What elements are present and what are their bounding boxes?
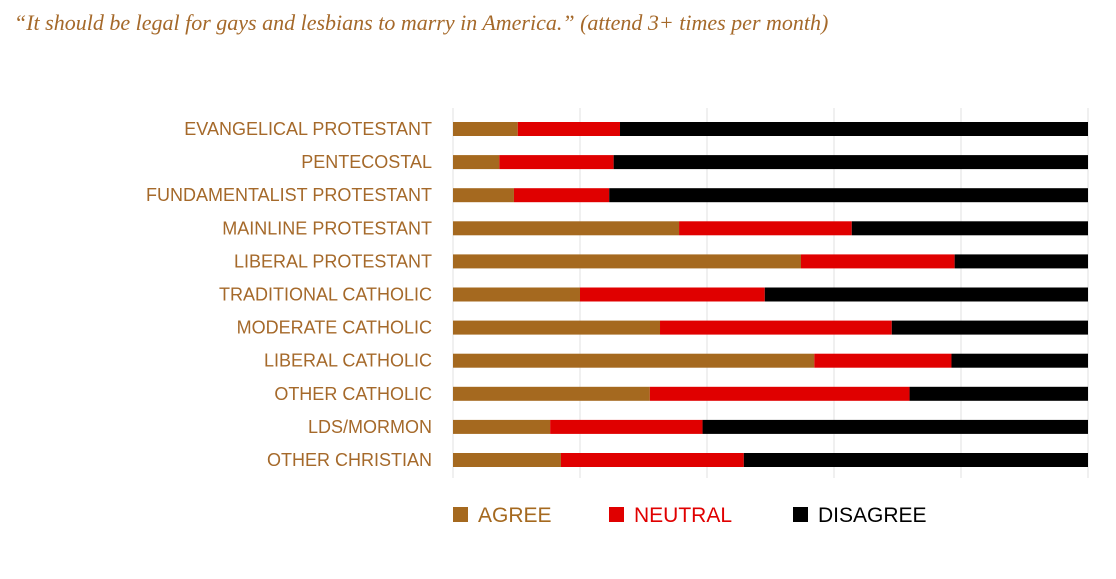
bar-segment-disagree [851, 221, 1088, 236]
category-label: LIBERAL CATHOLIC [264, 351, 432, 371]
bar-segment-agree [453, 155, 500, 170]
bar-segment-neutral [649, 386, 910, 401]
category-label: LDS/MORMON [308, 417, 432, 437]
bar-segment-neutral [517, 122, 621, 136]
legend-label-disagree: DISAGREE [818, 504, 927, 527]
bar-segment-neutral [550, 419, 703, 434]
bar-segment-neutral [814, 353, 952, 368]
bar-segment-neutral [660, 320, 892, 335]
category-label: MAINLINE PROTESTANT [222, 218, 432, 238]
bar-segment-neutral [499, 155, 614, 170]
category-label: TRADITIONAL CATHOLIC [219, 285, 432, 305]
bar-segment-disagree [951, 353, 1088, 368]
bar-segment-neutral [513, 188, 610, 203]
legend: AGREE NEUTRAL DISAGREE [453, 504, 927, 527]
bar-segment-agree [453, 353, 815, 368]
category-label: EVANGELICAL PROTESTANT [184, 119, 432, 139]
bar-segment-disagree [613, 155, 1088, 170]
bar-segment-agree [453, 287, 580, 302]
bar-area [453, 122, 1088, 467]
bar-segment-agree [453, 188, 514, 203]
bar-segment-disagree [702, 419, 1088, 434]
bar-segment-disagree [620, 122, 1088, 136]
category-label: FUNDAMENTALIST PROTESTANT [146, 185, 432, 205]
bar-segment-agree [453, 221, 680, 236]
category-label: OTHER CHRISTIAN [267, 450, 432, 470]
category-label: MODERATE CATHOLIC [237, 318, 432, 338]
legend-swatch-neutral [609, 507, 624, 522]
bar-segment-disagree [954, 254, 1088, 269]
bar-segment-neutral [580, 287, 765, 302]
bar-segment-disagree [909, 386, 1088, 401]
legend-label-neutral: NEUTRAL [634, 504, 732, 527]
bar-segment-agree [453, 122, 518, 136]
category-label: OTHER CATHOLIC [274, 384, 432, 404]
bar-segment-disagree [609, 188, 1088, 203]
bar-segment-disagree [891, 320, 1088, 335]
bar-segment-disagree [764, 287, 1088, 302]
bar-segment-agree [453, 320, 661, 335]
bar-segment-agree [453, 254, 801, 269]
bar-segment-neutral [560, 453, 744, 467]
legend-swatch-agree [453, 507, 468, 522]
bar-segment-agree [453, 419, 551, 434]
bar-segment-disagree [743, 453, 1088, 467]
legend-label-agree: AGREE [478, 504, 552, 527]
bar-segment-neutral [800, 254, 955, 269]
chart-title: “It should be legal for gays and lesbian… [14, 10, 829, 35]
category-label: PENTECOSTAL [301, 152, 432, 172]
category-label: LIBERAL PROTESTANT [234, 251, 432, 271]
bar-segment-neutral [679, 221, 852, 236]
bar-segment-agree [453, 453, 561, 467]
legend-swatch-disagree [793, 507, 808, 522]
bar-segment-agree [453, 386, 650, 401]
category-labels: EVANGELICAL PROTESTANT PENTECOSTAL FUNDAME… [146, 119, 432, 470]
